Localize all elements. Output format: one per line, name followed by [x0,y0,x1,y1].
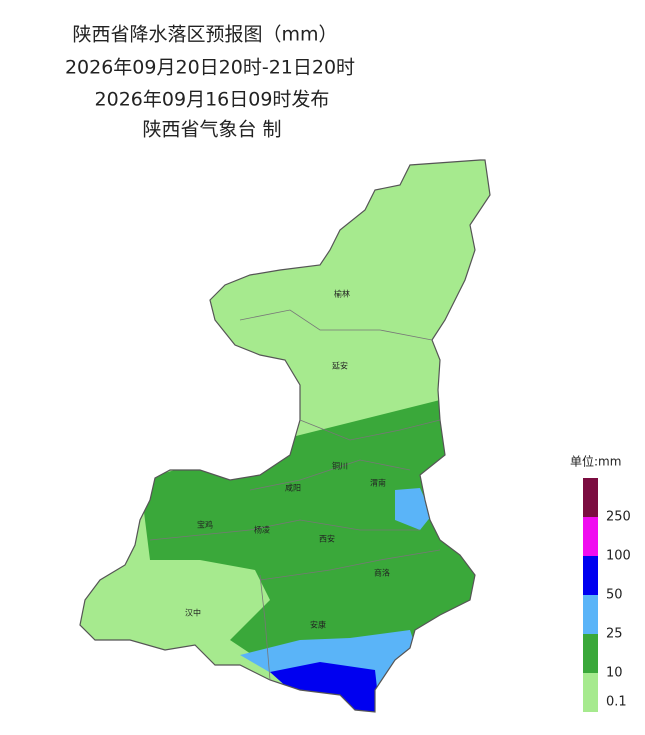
city-label: 西安 [319,534,335,544]
area-heavy-rain [395,488,432,530]
city-label: 安康 [310,620,326,630]
city-label: 宝鸡 [197,520,213,530]
legend-swatch [583,556,598,595]
issuer: 陕西省气象台 制 [142,119,281,141]
legend-label: 250 [606,510,631,525]
legend-swatch [583,478,598,517]
city-label: 延安 [332,361,348,371]
legend-label: 10 [606,666,623,681]
legend-swatch [583,517,598,556]
subtitle: 2026年09月20日20时-21日20时 [65,57,355,79]
legend-label: 25 [606,627,623,642]
legend-swatch [583,634,598,673]
title: 陕西省降水落区预报图（mm） [72,24,337,46]
legend: 单位:mm 250 100 50 25 10 0.1 [570,454,631,712]
area-rainstorm [270,662,380,712]
city-label: 商洛 [374,568,390,578]
city-label: 咸阳 [285,483,301,493]
city-label: 榆林 [334,289,350,299]
legend-label: 0.1 [606,695,627,710]
issue-time: 2026年09月16日09时发布 [95,89,330,111]
legend-title: 单位:mm [570,454,621,469]
city-label: 渭南 [370,478,386,488]
legend-label: 100 [606,549,631,564]
city-label: 铜川 [332,461,348,471]
legend-swatch [583,595,598,634]
city-label: 汉中 [185,608,201,618]
legend-label: 50 [606,588,623,603]
city-borders [149,309,441,681]
city-label: 杨凌 [254,525,270,535]
legend-swatch [583,673,598,712]
